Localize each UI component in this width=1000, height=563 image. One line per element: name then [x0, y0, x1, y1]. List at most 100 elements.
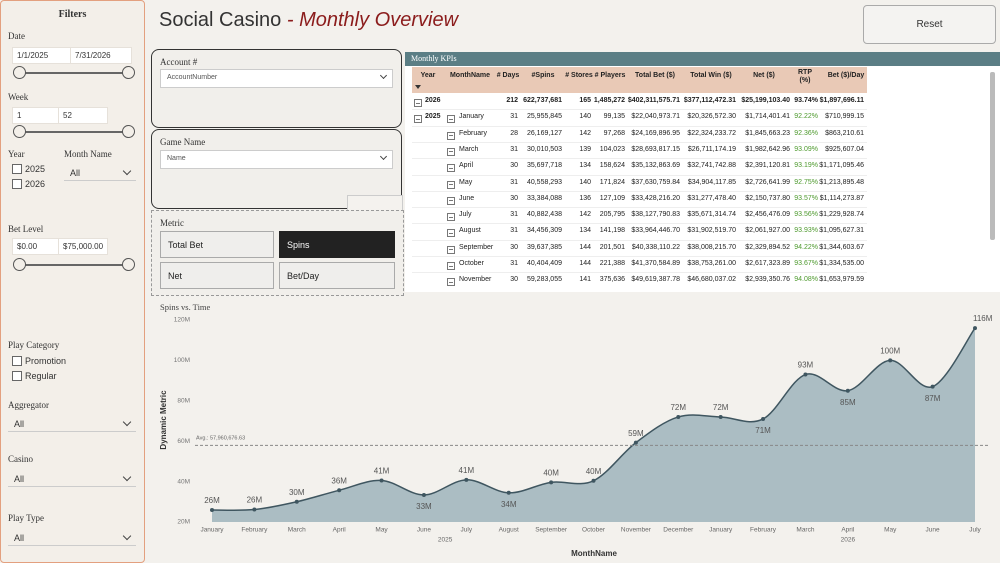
week-slider [20, 131, 129, 133]
table-cell: 201,501 [599, 243, 625, 251]
table-cell: $1,897,696.11 [819, 97, 864, 104]
area [212, 328, 975, 522]
slicer-dropdown[interactable]: Name [160, 150, 393, 169]
table-cell: $26,711,174.19 [687, 145, 736, 153]
table-cell: 30 [510, 162, 518, 170]
slider-knob[interactable] [122, 258, 135, 271]
table-cell: $1,845,663.23 [745, 129, 790, 137]
point [676, 414, 681, 419]
table-cell: 31 [510, 260, 518, 267]
slider-knob[interactable] [13, 66, 26, 79]
metric-button[interactable]: Total Bet [160, 231, 274, 258]
table-cell: $377,112,472.31 [683, 97, 736, 104]
x-tick-label: October [582, 527, 606, 534]
row-month: November [459, 276, 492, 284]
table-cell: 30 [510, 276, 518, 284]
point [973, 326, 977, 331]
x-tick-label: June [417, 527, 431, 534]
table-cell: 28 [510, 129, 518, 137]
table-cell: 93.67% [794, 260, 818, 267]
slicer-label: Metric [160, 218, 184, 228]
dropdown-value: All [14, 474, 25, 484]
checkbox[interactable] [12, 371, 22, 381]
expand-icon[interactable] [447, 213, 455, 222]
date-start[interactable]: 1/1/2025 [12, 47, 74, 64]
point [761, 416, 766, 421]
checkbox[interactable] [12, 164, 22, 174]
point [718, 414, 723, 419]
slicer-dropdown[interactable]: AccountNumber [160, 69, 393, 88]
expand-icon[interactable] [447, 245, 455, 254]
week-end[interactable]: 52 [58, 107, 108, 124]
table-cell: 92.36% [794, 129, 818, 137]
scrollbar[interactable] [990, 72, 995, 240]
expand-icon[interactable] [447, 262, 455, 270]
row-divider [412, 141, 867, 143]
point [506, 490, 511, 495]
expand-icon[interactable] [447, 115, 455, 124]
expand-icon[interactable] [414, 115, 422, 124]
slider-knob[interactable] [13, 258, 26, 271]
data-label: 87M [925, 394, 941, 403]
slicer-label: Game Name [160, 137, 206, 147]
bet-level-end[interactable]: $75,000.00 [58, 238, 108, 255]
data-label: 72M [670, 403, 686, 412]
row-month: September [459, 243, 494, 251]
row-month: May [459, 178, 473, 186]
slider-knob[interactable] [122, 66, 135, 79]
play-category-option: Promotion [25, 356, 67, 366]
visual-toolbar[interactable] [347, 195, 403, 211]
casino-dropdown[interactable]: All [8, 472, 136, 487]
table-cell: $22,324,233.72 [687, 129, 736, 137]
expand-icon[interactable] [447, 180, 455, 189]
table-cell: 144 [579, 243, 591, 251]
point [888, 358, 893, 363]
chevron [379, 152, 388, 161]
point [337, 488, 342, 493]
slider-knob[interactable] [122, 125, 135, 138]
metric-button[interactable]: Bet/Day [279, 262, 395, 289]
table-cell: $28,693,817.15 [631, 145, 680, 153]
table-cell: 144 [579, 260, 591, 267]
table-cell: 26,169,127 [526, 129, 562, 137]
checkbox[interactable] [12, 356, 22, 366]
table-cell: $35,671,314.74 [687, 211, 736, 219]
table-cell: 30 [510, 243, 518, 251]
point [549, 480, 554, 485]
month-name-label: Month Name [64, 149, 112, 159]
week-start[interactable]: 1 [12, 107, 60, 124]
expand-icon[interactable] [447, 278, 455, 287]
game-slicer: Game Name Name [151, 129, 402, 209]
expand-icon[interactable] [447, 131, 455, 140]
month-name-dropdown[interactable]: All [64, 166, 136, 181]
play-type-dropdown[interactable]: All [8, 531, 136, 546]
x-tick-label: January [200, 527, 224, 534]
expand-icon[interactable] [447, 147, 455, 156]
table-cell: 40,882,438 [526, 211, 562, 219]
table-cell: 221,388 [599, 260, 625, 267]
date-label: Date [8, 31, 25, 41]
x-tick-label: May [375, 527, 388, 534]
bet-level-start[interactable]: $0.00 [12, 238, 60, 255]
table-cell: 97,268 [603, 129, 625, 137]
metric-button[interactable]: Net [160, 262, 274, 289]
dropdown-placeholder: AccountNumber [167, 74, 218, 81]
expand-icon[interactable] [447, 164, 455, 173]
table-cell: $1,334,535.00 [819, 260, 864, 267]
expand-icon[interactable] [447, 229, 455, 238]
table-cell: 34,456,309 [526, 227, 562, 235]
aggregator-dropdown[interactable]: All [8, 417, 136, 432]
checkbox[interactable] [12, 179, 22, 189]
slider-knob[interactable] [13, 125, 26, 138]
column-header: MonthName [449, 72, 491, 79]
x-axis-title: MonthName [571, 549, 617, 558]
reset-button[interactable]: Reset [863, 5, 996, 44]
expand-icon[interactable] [447, 196, 455, 205]
metric-button[interactable]: Spins [279, 231, 395, 258]
row-year: 2025 [425, 113, 441, 121]
table-cell: 30 [510, 194, 518, 202]
title: Social Casino [159, 9, 282, 31]
expand-icon[interactable] [414, 99, 422, 107]
table-cell: $2,391,120.81 [745, 162, 790, 170]
date-end[interactable]: 7/31/2026 [70, 47, 132, 64]
